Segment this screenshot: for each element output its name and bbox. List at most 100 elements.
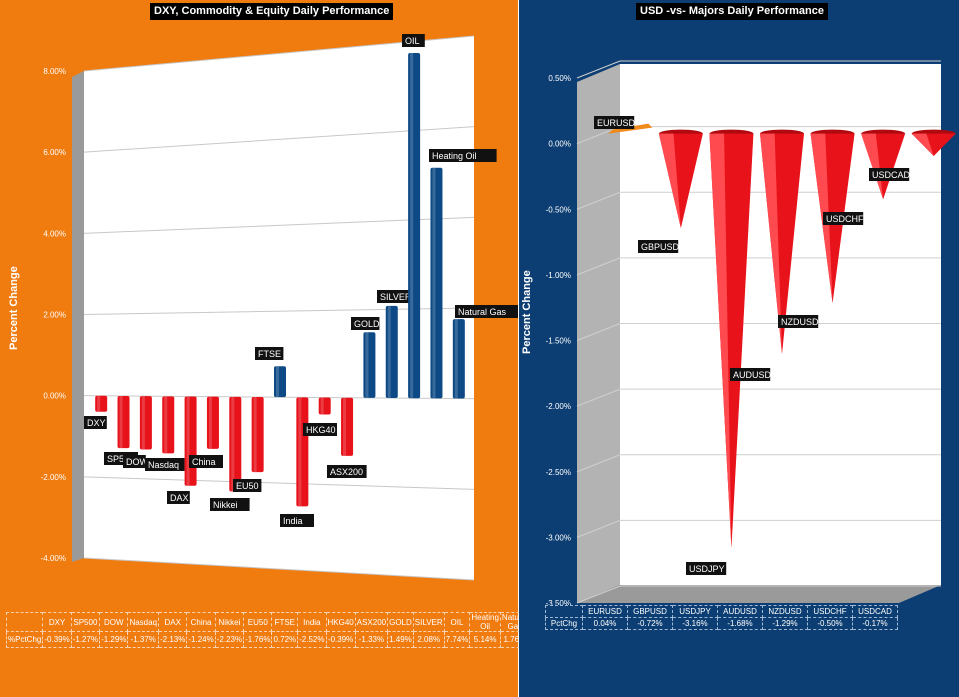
- right-bar-label-usdcad: USDCAD: [872, 170, 911, 180]
- right-table-value-audusd: -1.68%: [717, 617, 763, 630]
- left-bar-highlight-nasdaq: [164, 396, 168, 454]
- right-y-tick-label: -2.50%: [546, 468, 571, 477]
- left-bar-oil: [408, 52, 421, 399]
- right-table-header-row: EURUSD GBPUSD USDJPY AUDUSD NZDUSD USDCHF USDC…: [545, 605, 898, 618]
- left-bar-label-box-dow: [123, 455, 146, 468]
- left-bar-highlight-china: [208, 396, 212, 449]
- left-bar-highlight-eu50: [253, 397, 257, 473]
- left-bar-label-gold: GOLD: [354, 319, 380, 329]
- left-bar-label-box-hkg40: [303, 423, 337, 436]
- left-bar-label-box-natural-gas: [455, 305, 518, 318]
- left-table-value-sp500: -1.27%: [70, 631, 101, 648]
- left-table-row-label: %PctChg: [5, 631, 44, 648]
- right-bar-label-usdchf: USDCHF: [826, 214, 864, 224]
- left-table-header-dax: DAX: [158, 612, 188, 632]
- left-chart-title: DXY, Commodity & Equity Daily Performanc…: [150, 3, 394, 20]
- left-bar-label-india: India: [283, 516, 303, 526]
- left-bar-dax: [184, 396, 197, 486]
- left-bar-label-box-dxy: [84, 416, 107, 429]
- left-bar-highlight-nikkei: [231, 396, 235, 492]
- left-bar-heating-oil: [430, 167, 443, 399]
- left-bar-label-ftse: FTSE: [258, 349, 281, 359]
- right-table-corner: [545, 605, 583, 618]
- left-table-header-india: India: [297, 612, 327, 632]
- right-bar-label-box-usdchf: [823, 212, 864, 225]
- left-table-value-india: -2.52%: [297, 631, 327, 648]
- right-bar-label-gbpusd: GBPUSD: [641, 242, 680, 252]
- left-bar-label-dax: DAX: [170, 493, 189, 503]
- left-bar-label-sp500: SP500: [107, 454, 134, 464]
- usd-majors-panel: USD -vs- Majors Daily Performance 0.50% 0…: [519, 0, 959, 697]
- left-table-value-ftse: 0.72%: [271, 631, 299, 648]
- left-bar-highlight-asx200: [343, 397, 347, 456]
- right-bar-shade-nzdusd: [810, 133, 833, 303]
- right-bar-label-usdjpy: USDJPY: [689, 564, 725, 574]
- left-bar-nikkei: [229, 396, 242, 492]
- left-y-tick-label: -2.00%: [41, 473, 66, 482]
- right-table-header-usdcad: USDCAD: [852, 605, 898, 618]
- left-table-value-hkg40: -0.39%: [325, 631, 356, 648]
- left-bar-silver: [385, 305, 398, 399]
- left-bar-highlight-dow: [141, 396, 145, 450]
- right-bar-shade-usdchf: [861, 133, 884, 200]
- left-bar-label-box-dax: [167, 491, 190, 504]
- left-bar-label-asx200: ASX200: [330, 467, 363, 477]
- right-gridline-side: [576, 257, 621, 276]
- right-table-header-audusd: AUDUSD: [717, 605, 763, 618]
- left-bar-label-box-silver: [377, 290, 417, 303]
- left-table-value-nikkei: -2.23%: [214, 631, 245, 648]
- left-bar-india: [296, 397, 309, 507]
- left-table-header-oil: OIL: [443, 612, 471, 632]
- equity-commodity-panel: DXY, Commodity & Equity Daily Performanc…: [0, 0, 530, 697]
- right-bar-label-box-usdjpy: [686, 562, 727, 575]
- right-gridline-side: [576, 126, 621, 145]
- left-bar-label-oil: OIL: [405, 36, 420, 46]
- left-bar-label-box-ftse: [255, 347, 284, 360]
- left-y-tick-label: 8.00%: [43, 67, 66, 76]
- left-bar-label-nasdaq: Nasdaq: [148, 460, 179, 470]
- right-chart-svg: 0.50% 0.00% -0.50% -1.00% -1.50% -2.00% -2.50%…: [546, 60, 956, 605]
- right-gridline-side: [576, 454, 621, 473]
- left-y-tick-label: -4.00%: [41, 554, 66, 563]
- left-bar-label-natural-gas: Natural Gas: [458, 307, 507, 317]
- left-bar-highlight-hkg40: [320, 397, 324, 415]
- right-table-value-usdchf: -0.50%: [807, 617, 853, 630]
- left-bar-highlight-oil: [410, 52, 414, 399]
- left-bar-label-silver: SILVER: [380, 292, 412, 302]
- left-bar-highlight-sp500: [119, 395, 123, 449]
- right-table-header-nzdusd: NZDUSD: [762, 605, 808, 618]
- left-table-header-ftse: FTSE: [271, 612, 299, 632]
- left-bar-highlight-heating-oil: [432, 167, 436, 399]
- left-bar-asx200: [341, 397, 354, 456]
- right-y-tick-label: 0.00%: [548, 140, 571, 149]
- left-table-header-asx200: ASX200: [354, 612, 389, 632]
- left-table-header-row: DXY SP500 DOW Nasdaq DAX China Nikkei EU50 FTSE I…: [5, 612, 530, 632]
- left-bar-dxy: [95, 395, 108, 412]
- left-bar-label-box-gold: [351, 317, 380, 330]
- left-table-header-china: China: [186, 612, 216, 632]
- left-bar-label-box-eu50: [233, 479, 262, 492]
- left-bar-label-dxy: DXY: [87, 418, 106, 428]
- right-bar-label-box-eurusd: [594, 116, 635, 129]
- left-bar-china: [206, 396, 219, 449]
- right-gridline-side: [576, 519, 621, 538]
- left-bar-ftse: [274, 366, 286, 398]
- right-bar-label-box-usdcad: [869, 168, 910, 181]
- left-plot-area: 8.00% 6.00% 4.00% 2.00% 0.00% -2.00% -4.00% DXY…: [41, 34, 518, 581]
- left-table-value-china: -1.24%: [186, 631, 216, 648]
- left-bar-label-dow: DOW: [126, 457, 149, 467]
- right-bar-label-nzdusd: NZDUSD: [781, 317, 819, 327]
- left-bar-label-nikkei: Nikkei: [213, 500, 238, 510]
- left-bar-dow: [139, 396, 152, 450]
- left-bar-label-box-nikkei: [210, 498, 250, 511]
- left-bar-gold: [363, 332, 376, 398]
- left-table-value-eu50: -1.76%: [243, 631, 273, 648]
- right-gridline-side: [576, 388, 621, 407]
- left-bar-highlight-dax: [186, 396, 190, 486]
- left-table-header-dow: DOW: [99, 612, 129, 632]
- right-gridline-side: [576, 191, 621, 210]
- right-table-value-nzdusd: -1.29%: [762, 617, 808, 630]
- left-plot-background: [84, 36, 474, 580]
- right-bar-label-box-audusd: [730, 368, 771, 381]
- right-bar-shade-audusd: [760, 133, 782, 355]
